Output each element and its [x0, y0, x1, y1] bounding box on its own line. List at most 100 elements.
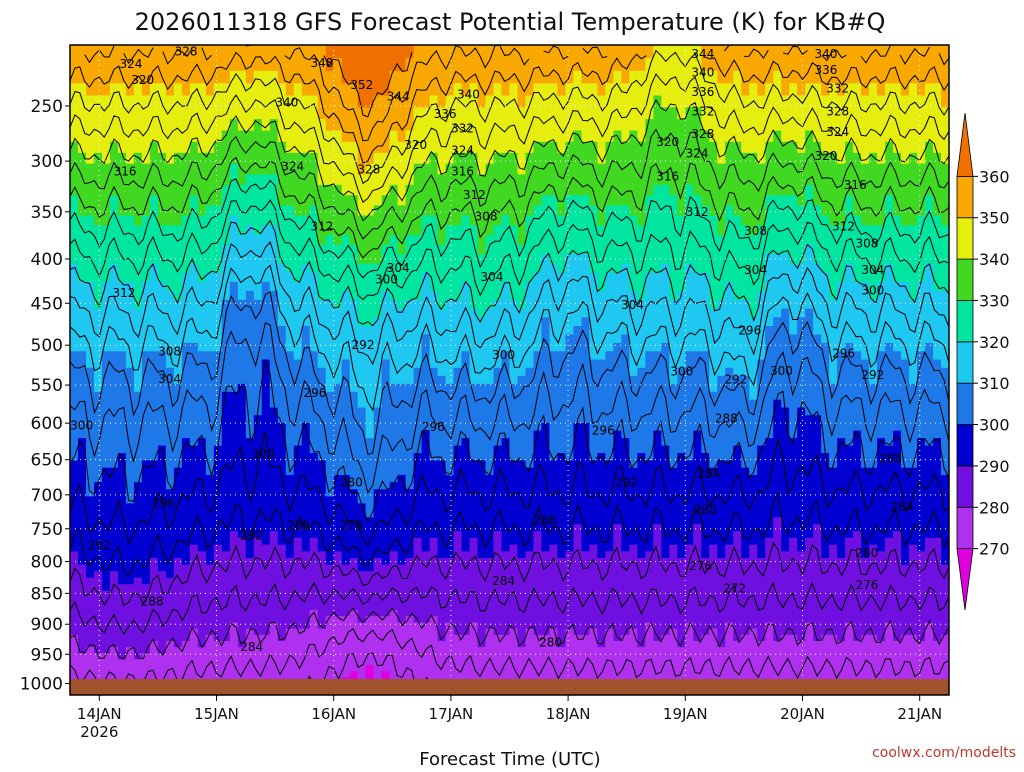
band-cell: [493, 399, 503, 409]
band-cell: [101, 616, 111, 624]
band-cell: [317, 524, 327, 532]
band-cell: [509, 647, 519, 654]
band-cell: [325, 351, 335, 361]
band-cell: [245, 130, 255, 143]
band-cell: [557, 407, 567, 416]
band-cell: [165, 399, 175, 409]
band-cell: [213, 391, 223, 401]
band-cell: [533, 272, 543, 283]
band-cell: [405, 225, 415, 236]
band-cell: [421, 272, 431, 283]
band-cell: [309, 195, 319, 207]
band-cell: [477, 184, 487, 196]
band-cell: [549, 622, 559, 630]
band-cell: [117, 195, 127, 207]
band-cell: [221, 367, 231, 377]
band-cell: [517, 544, 527, 552]
band-cell: [381, 107, 391, 120]
band-cell: [397, 70, 407, 84]
band-cell: [325, 225, 335, 236]
band-cell: [237, 415, 247, 424]
band-cell: [197, 445, 207, 454]
band-cell: [517, 407, 527, 416]
band-cell: [309, 564, 319, 572]
band-cell: [389, 342, 399, 352]
band-cell: [429, 272, 439, 283]
band-cell: [189, 665, 199, 672]
band-cell: [77, 58, 87, 72]
band-cell: [189, 317, 199, 327]
band-cell: [125, 174, 135, 186]
band-cell: [509, 577, 519, 585]
band-cell: [413, 308, 423, 318]
band-cell: [221, 584, 231, 592]
band-cell: [405, 584, 415, 592]
band-cell: [437, 263, 447, 274]
band-cell: [293, 537, 303, 546]
band-cell: [357, 474, 367, 483]
band-cell: [557, 195, 567, 207]
band-cell: [501, 45, 511, 59]
band-cell: [205, 375, 215, 385]
band-cell: [213, 375, 223, 385]
band-cell: [381, 235, 391, 246]
band-cell: [477, 453, 487, 461]
band-cell: [77, 438, 87, 447]
band-cell: [541, 184, 551, 196]
band-cell: [245, 205, 255, 217]
band-cell: [357, 453, 367, 461]
band-cell: [509, 453, 519, 461]
band-cell: [413, 235, 423, 246]
band-cell: [173, 244, 183, 255]
band-cell: [453, 45, 463, 59]
band-cell: [245, 281, 255, 292]
band-cell: [437, 445, 447, 454]
band-cell: [269, 453, 279, 461]
band-cell: [237, 205, 247, 217]
band-cell: [101, 254, 111, 265]
band-cell: [365, 438, 375, 447]
band-cell: [429, 622, 439, 630]
band-cell: [533, 45, 543, 59]
band-cell: [365, 671, 375, 678]
band-cell: [157, 460, 167, 469]
band-cell: [293, 467, 303, 476]
band-cell: [501, 244, 511, 255]
band-cell: [373, 653, 383, 660]
band-cell: [149, 467, 159, 476]
band-cell: [333, 603, 343, 611]
band-cell: [237, 334, 247, 344]
band-cell: [181, 367, 191, 377]
band-cell: [333, 647, 343, 654]
band-cell: [525, 590, 535, 598]
band-cell: [181, 616, 191, 624]
band-cell: [357, 489, 367, 497]
band-cell: [157, 391, 167, 401]
band-cell: [213, 503, 223, 512]
band-cell: [389, 564, 399, 572]
band-cell: [277, 640, 287, 648]
band-cell: [525, 653, 535, 660]
band-cell: [101, 351, 111, 361]
band-cell: [157, 503, 167, 512]
band-cell: [493, 445, 503, 454]
band-cell: [453, 325, 463, 336]
band-cell: [85, 119, 95, 132]
band-cell: [301, 603, 311, 611]
band-cell: [533, 564, 543, 572]
band-cell: [405, 95, 415, 109]
band-cell: [221, 70, 231, 84]
band-cell: [269, 564, 279, 572]
band-cell: [93, 308, 103, 318]
band-cell: [70, 558, 79, 566]
band-cell: [277, 577, 287, 585]
band-cell: [349, 342, 359, 352]
band-cell: [269, 430, 279, 439]
band-cell: [109, 163, 119, 175]
band-cell: [453, 119, 463, 132]
band-cell: [157, 537, 167, 546]
band-cell: [253, 107, 263, 120]
band-cell: [501, 317, 511, 327]
band-cell: [325, 482, 335, 490]
band-cell: [461, 453, 471, 461]
